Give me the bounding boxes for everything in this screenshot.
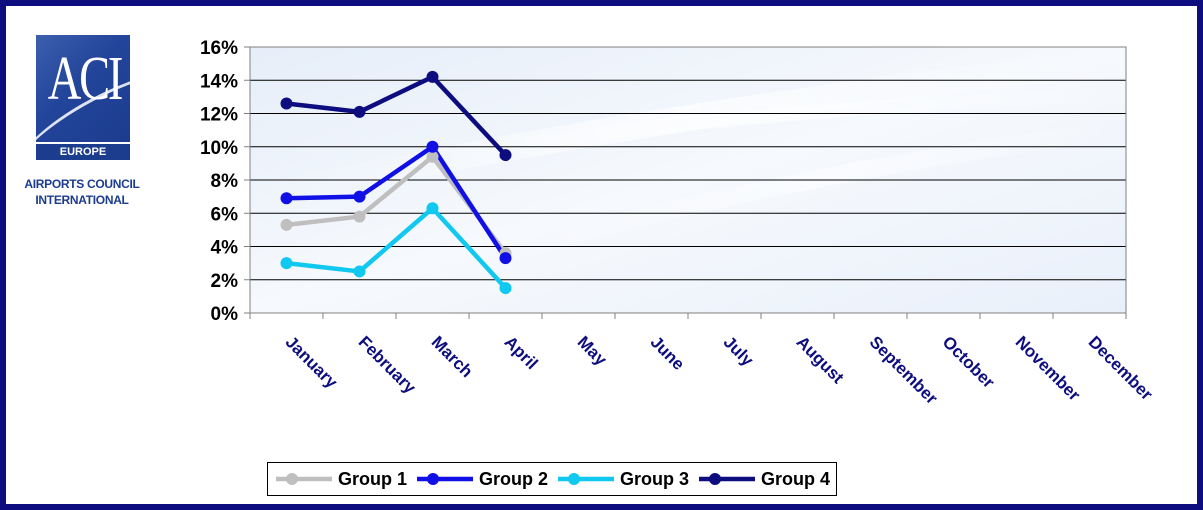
data-point: [426, 202, 439, 215]
x-tick-label: December: [1085, 332, 1157, 404]
data-point: [353, 190, 366, 203]
data-point: [280, 97, 293, 110]
data-point: [426, 140, 439, 153]
y-tick-label: 12%: [200, 105, 238, 126]
legend-swatch: [417, 473, 474, 485]
legend-swatch: [276, 473, 332, 485]
data-point: [280, 257, 293, 270]
logo-mark: ACI: [47, 45, 124, 113]
chart-legend: Group 1 Group 2 Group 3 Group 4: [267, 462, 838, 496]
x-tick-label: March: [428, 332, 477, 381]
x-tick-label: October: [939, 332, 999, 392]
y-tick-label: 6%: [211, 204, 239, 225]
legend-item: Group 3: [554, 469, 689, 490]
data-point: [426, 70, 439, 83]
series-line: [286, 144, 508, 260]
y-tick-label: 0%: [211, 304, 239, 325]
logo-name-line1: AIRPORTS COUNCIL: [24, 177, 140, 191]
data-point: [280, 192, 293, 205]
y-tick-label: 8%: [211, 171, 239, 192]
data-point: [353, 210, 366, 223]
legend-label: Group 1: [338, 468, 408, 489]
x-tick-label: November: [1012, 332, 1084, 404]
data-point: [499, 149, 512, 162]
legend-swatch: [699, 473, 756, 485]
logo-name-line2: INTERNATIONAL: [35, 193, 129, 207]
data-point: [353, 105, 366, 118]
legend-item: Group 1: [272, 469, 407, 490]
y-tick-label: 10%: [200, 138, 238, 159]
data-point: [499, 282, 512, 295]
x-tick-label: July: [720, 332, 758, 370]
x-tick-label: January: [282, 332, 342, 392]
series-line: [286, 74, 508, 157]
x-tick-label: September: [866, 332, 942, 408]
legend-label: Group 2: [479, 468, 549, 489]
x-tick-label: February: [355, 332, 420, 397]
legend-item: Group 2: [413, 469, 548, 490]
data-point: [426, 150, 439, 163]
legend-item: Group 4: [695, 469, 830, 490]
legend-label: Group 4: [761, 468, 831, 489]
y-tick-label: 14%: [200, 71, 238, 92]
x-tick-label: June: [647, 332, 688, 373]
legend-swatch: [558, 473, 615, 485]
y-tick-label: 16%: [200, 38, 238, 59]
data-point: [353, 265, 366, 278]
y-tick-label: 4%: [211, 238, 239, 259]
logo-region: EUROPE: [36, 142, 130, 160]
data-point: [280, 218, 293, 231]
data-point: [499, 252, 512, 265]
y-tick-label: 2%: [211, 271, 239, 292]
aci-logo-box: ACI: [36, 35, 130, 145]
aci-europe-logo: ACI EUROPE AIRPORTS COUNCIL INTERNATIONA…: [12, 30, 152, 220]
plot-border: [249, 46, 1127, 314]
x-tick-label: April: [501, 332, 542, 373]
series-line: [286, 206, 508, 290]
x-tick-label: August: [793, 332, 848, 387]
legend-label: Group 3: [620, 468, 690, 489]
x-tick-label: May: [574, 332, 611, 369]
